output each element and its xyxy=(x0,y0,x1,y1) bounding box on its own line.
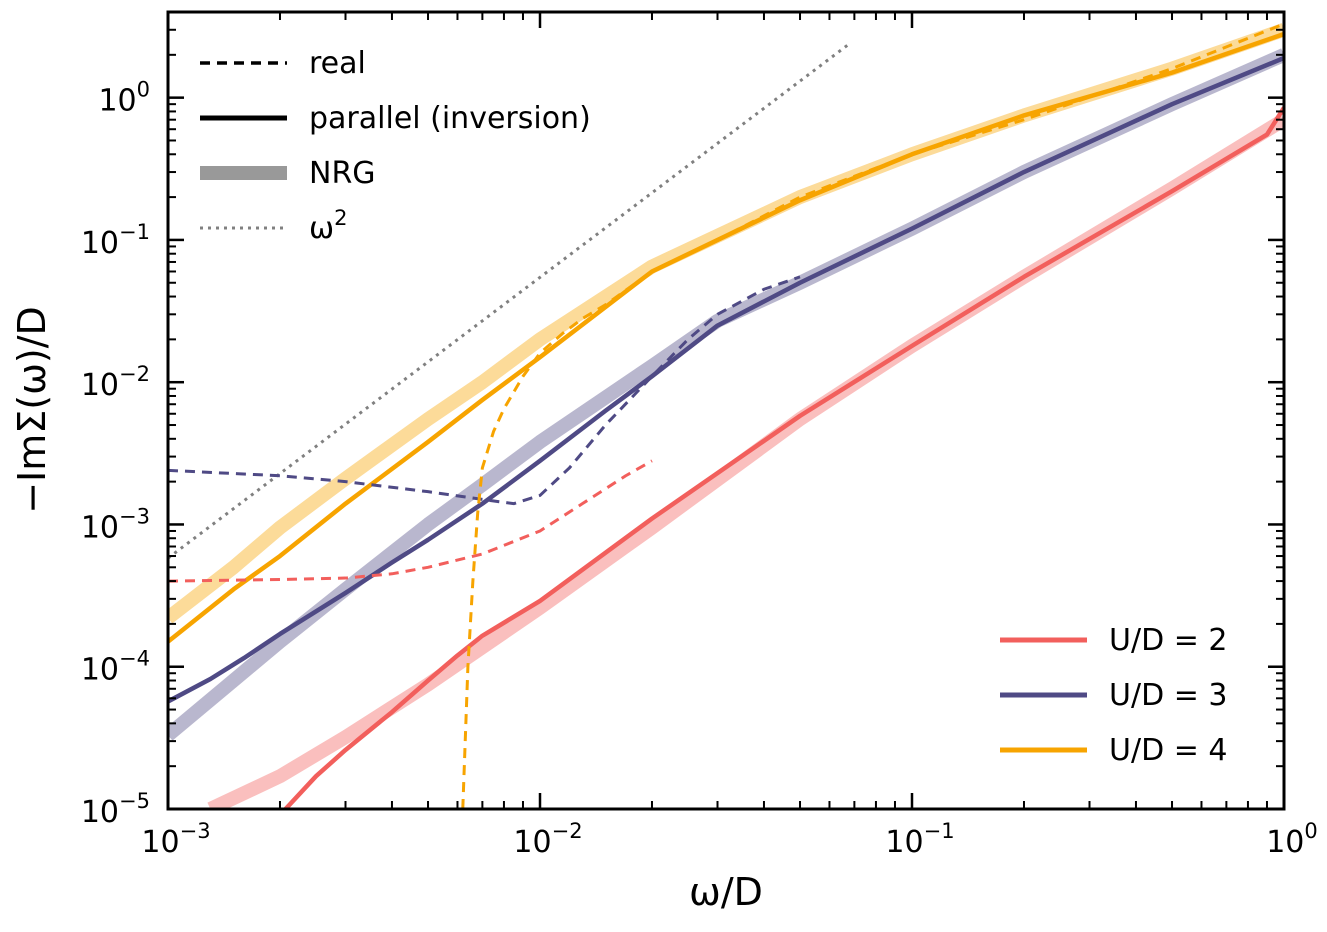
x-tick-label: 10−1 xyxy=(885,819,954,860)
style-legend: real parallel (inversion) NRG ω2 xyxy=(200,46,591,246)
y-tick-label: 10−5 xyxy=(81,789,150,830)
x-tick-label: 10−2 xyxy=(513,819,582,860)
legend-label-solid: parallel (inversion) xyxy=(309,101,591,136)
series-line-u-d-4-parallel-inversion xyxy=(168,31,1284,644)
legend-label-thick: NRG xyxy=(309,156,376,191)
series-line-u-d-2-parallel-inversion xyxy=(283,106,1284,809)
y-tick-label: 10−2 xyxy=(81,362,150,403)
x-axis-title: ω/D xyxy=(689,870,763,914)
y-tick-label: 10−1 xyxy=(81,220,150,261)
y-tick-label: 10−4 xyxy=(81,647,150,688)
legend-label-dotted: ω2 xyxy=(309,206,348,246)
plot-frame xyxy=(166,10,1286,811)
series-line-u-d-3-real xyxy=(168,275,801,506)
color-legend: U/D = 2 U/D = 3 U/D = 4 xyxy=(1000,623,1227,768)
y-tick-label: 10−3 xyxy=(81,504,150,545)
legend-label-u2: U/D = 2 xyxy=(1109,623,1227,658)
x-tick-label: 100 xyxy=(1266,819,1318,860)
legend-label-dashed: real xyxy=(309,46,366,81)
legend-label-u3: U/D = 3 xyxy=(1109,678,1227,713)
legend-label-u4: U/D = 4 xyxy=(1109,733,1227,768)
x-tick-label: 10−3 xyxy=(141,819,210,860)
series-line-u-d-3-parallel-inversion xyxy=(168,55,1284,704)
series-line-u-d-2-real xyxy=(168,459,653,583)
y-axis-title: −ImΣ(ω)/D xyxy=(10,306,54,514)
series-line-u-d-4-real xyxy=(461,22,1284,809)
y-tick-label: 100 xyxy=(98,78,150,119)
